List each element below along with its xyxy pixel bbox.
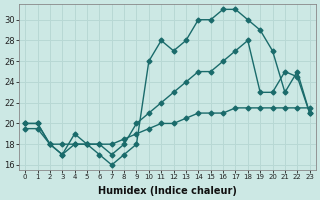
X-axis label: Humidex (Indice chaleur): Humidex (Indice chaleur): [98, 186, 237, 196]
